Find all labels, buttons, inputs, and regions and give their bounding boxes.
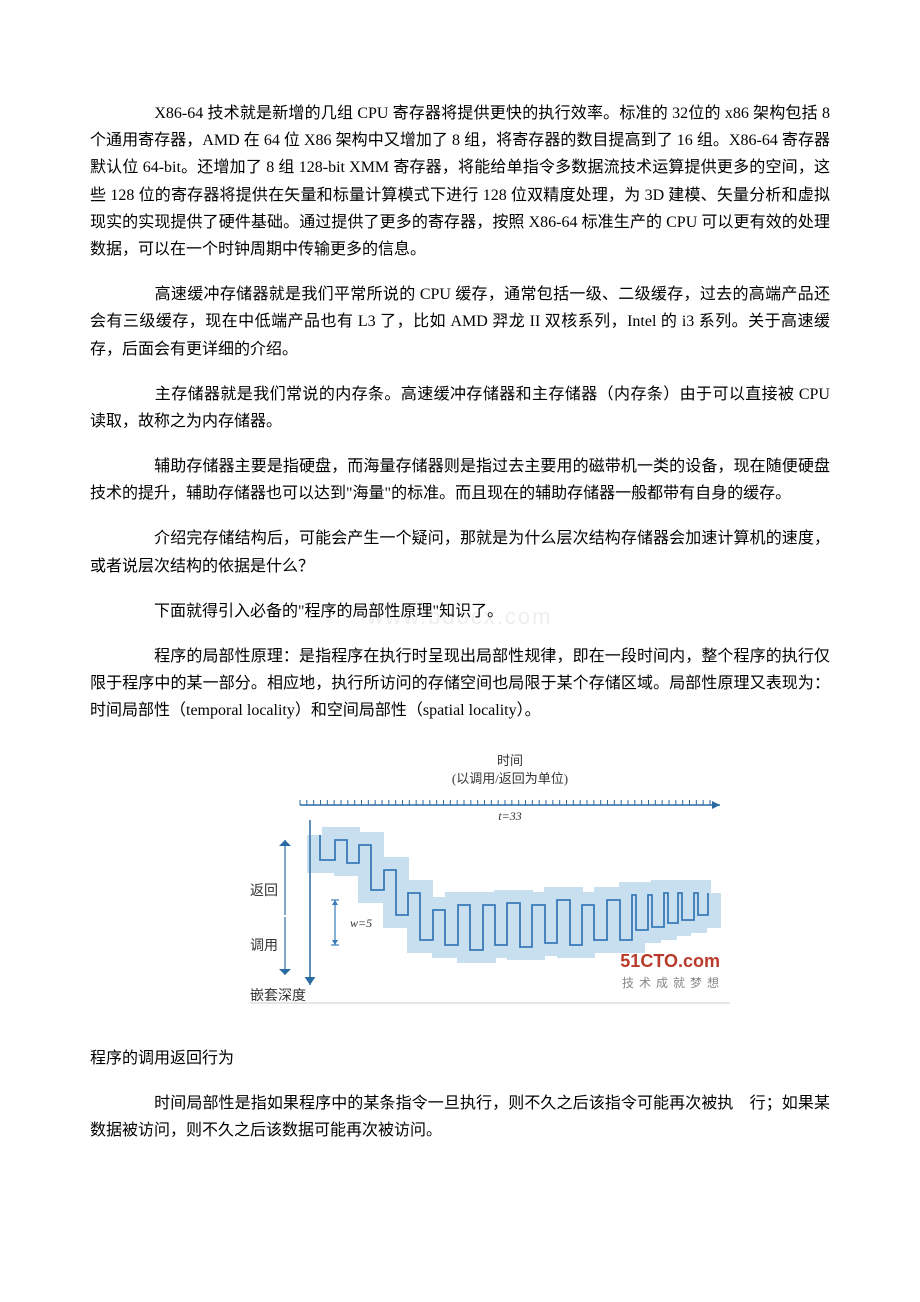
svg-text:技 术 成 就 梦 想: 技 术 成 就 梦 想 — [622, 975, 720, 990]
paragraph-locality-principle: 程序的局部性原理：是指程序在执行时呈现出局部性规律，即在一段时间内，整个程序的执… — [90, 643, 830, 725]
paragraph-intro-locality: 下面就得引入必备的"程序的局部性原理"知识了。 — [90, 598, 830, 625]
paragraph-x86-64: X86-64 技术就是新增的几组 CPU 寄存器将提供更快的执行效率。标准的 3… — [90, 100, 830, 263]
figure-caption: 程序的调用返回行为 — [90, 1045, 830, 1072]
svg-text:时间: 时间 — [497, 753, 523, 768]
paragraph-question: 介绍完存储结构后，可能会产生一个疑问，那就是为什么层次结构存储器会加速计算机的速… — [90, 525, 830, 579]
svg-text:(以调用/返回为单位): (以调用/返回为单位) — [452, 771, 568, 786]
svg-text:51CTO.com: 51CTO.com — [620, 951, 720, 971]
watermark-wrap: www.bdocx.com 下面就得引入必备的"程序的局部性原理"知识了。 — [90, 598, 830, 625]
svg-text:w=5: w=5 — [350, 916, 372, 930]
figure-call-return: 时间 (以调用/返回为单位) t=33 返回调用嵌套深度 w=5 51CTO.com 技 术… — [90, 745, 830, 1015]
paragraph-main-memory: 主存储器就是我们常说的内存条。高速缓冲存储器和主存储器（内存条）由于可以直接被 … — [90, 381, 830, 435]
call-return-diagram: 时间 (以调用/返回为单位) t=33 返回调用嵌套深度 w=5 51CTO.com 技 术… — [180, 745, 740, 1015]
svg-text:嵌套深度: 嵌套深度 — [250, 988, 306, 1004]
paragraph-aux-storage: 辅助存储器主要是指硬盘，而海量存储器则是指过去主要用的磁带机一类的设备，现在随便… — [90, 453, 830, 507]
paragraph-temporal-locality: 时间局部性是指如果程序中的某条指令一旦执行，则不久之后该指令可能再次被执 行；如… — [90, 1090, 830, 1144]
svg-text:t=33: t=33 — [498, 809, 521, 823]
paragraph-cpu-cache: 高速缓冲存储器就是我们平常所说的 CPU 缓存，通常包括一级、二级缓存，过去的高… — [90, 281, 830, 363]
document-page: X86-64 技术就是新增的几组 CPU 寄存器将提供更快的执行效率。标准的 3… — [0, 0, 920, 1222]
svg-text:返回: 返回 — [250, 883, 278, 899]
svg-text:调用: 调用 — [250, 938, 278, 954]
